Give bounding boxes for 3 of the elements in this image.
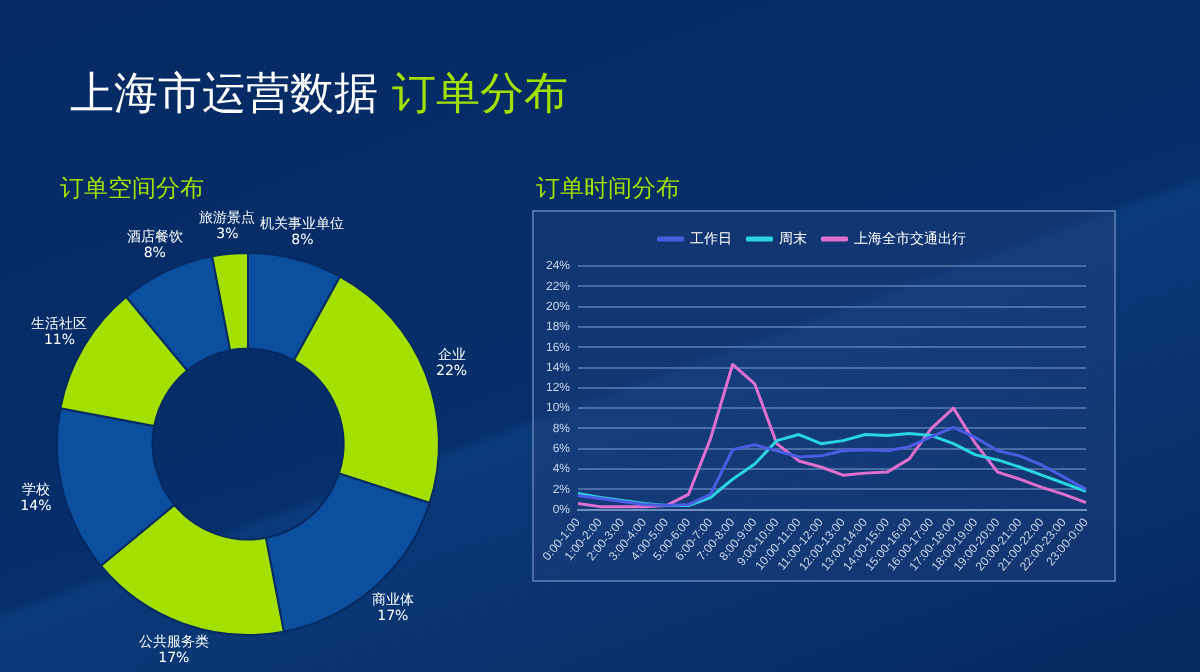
- chart-title: 上海市运营数据 订单分布: [70, 68, 568, 124]
- chart-subtitle: 订单空间分布: [60, 172, 204, 206]
- chart-title: 订单时间分布: [536, 172, 680, 206]
